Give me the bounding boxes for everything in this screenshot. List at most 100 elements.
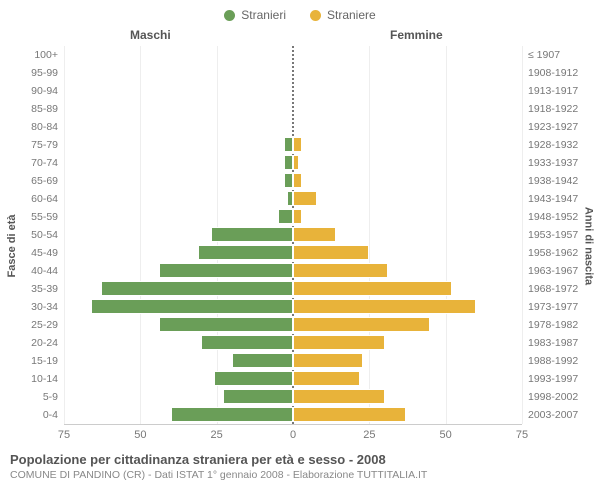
- pyramid-row: 15-191988-1992: [64, 352, 522, 370]
- bar-female: [293, 371, 360, 386]
- birth-label: 1963-1967: [522, 265, 578, 277]
- pyramid-row: 85-891918-1922: [64, 100, 522, 118]
- pyramid-row: 35-391968-1972: [64, 280, 522, 298]
- legend-item-male: Stranieri: [224, 8, 286, 22]
- age-label: 20-24: [31, 337, 64, 349]
- pyramid-row: 100+≤ 1907: [64, 46, 522, 64]
- column-headers: Maschi Femmine: [0, 28, 600, 44]
- age-label: 50-54: [31, 229, 64, 241]
- pyramid-row: 0-42003-2007: [64, 406, 522, 424]
- x-tick: 0: [290, 429, 296, 441]
- legend-label-male: Stranieri: [241, 8, 286, 22]
- age-label: 5-9: [43, 391, 64, 403]
- age-label: 45-49: [31, 247, 64, 259]
- bar-male: [223, 389, 293, 404]
- x-axis: 7550250255075: [64, 424, 522, 446]
- birth-label: 1908-1912: [522, 67, 578, 79]
- age-label: 75-79: [31, 139, 64, 151]
- birth-label: 1928-1932: [522, 139, 578, 151]
- bar-male: [159, 263, 293, 278]
- legend-label-female: Straniere: [327, 8, 376, 22]
- age-label: 65-69: [31, 175, 64, 187]
- birth-label: 1948-1952: [522, 211, 578, 223]
- chart-subtitle: COMUNE DI PANDINO (CR) - Dati ISTAT 1° g…: [10, 469, 590, 481]
- pyramid-row: 95-991908-1912: [64, 64, 522, 82]
- birth-label: 1953-1957: [522, 229, 578, 241]
- age-label: 100+: [34, 49, 64, 61]
- age-label: 15-19: [31, 355, 64, 367]
- header-male: Maschi: [130, 28, 171, 42]
- pyramid-row: 30-341973-1977: [64, 298, 522, 316]
- bar-male: [214, 371, 293, 386]
- legend-swatch-male: [224, 10, 235, 21]
- birth-label: 2003-2007: [522, 409, 578, 421]
- birth-label: 1988-1992: [522, 355, 578, 367]
- birth-label: 1918-1922: [522, 103, 578, 115]
- pyramid-row: 20-241983-1987: [64, 334, 522, 352]
- birth-label: 1973-1977: [522, 301, 578, 313]
- bar-male: [211, 227, 293, 242]
- pyramid-row: 25-291978-1982: [64, 316, 522, 334]
- pyramid-row: 75-791928-1932: [64, 136, 522, 154]
- age-label: 40-44: [31, 265, 64, 277]
- pyramid-row: 55-591948-1952: [64, 208, 522, 226]
- birth-label: ≤ 1907: [522, 49, 560, 61]
- birth-label: 1943-1947: [522, 193, 578, 205]
- header-female: Femmine: [390, 28, 443, 42]
- bar-male: [232, 353, 293, 368]
- footer: Popolazione per cittadinanza straniera p…: [0, 446, 600, 481]
- bar-male: [201, 335, 293, 350]
- bar-male: [198, 245, 293, 260]
- legend-swatch-female: [310, 10, 321, 21]
- axis-title-right: Anni di nascita: [582, 207, 594, 285]
- pyramid-row: 70-741933-1937: [64, 154, 522, 172]
- age-label: 70-74: [31, 157, 64, 169]
- birth-label: 1923-1927: [522, 121, 578, 133]
- bar-female: [293, 155, 299, 170]
- age-label: 90-94: [31, 85, 64, 97]
- bar-male: [159, 317, 293, 332]
- bar-female: [293, 209, 302, 224]
- bar-female: [293, 407, 406, 422]
- pyramid-row: 5-91998-2002: [64, 388, 522, 406]
- birth-label: 1993-1997: [522, 373, 578, 385]
- x-tick: 50: [134, 429, 146, 441]
- pyramid-row: 60-641943-1947: [64, 190, 522, 208]
- pyramid-row: 50-541953-1957: [64, 226, 522, 244]
- age-label: 85-89: [31, 103, 64, 115]
- pyramid-row: 45-491958-1962: [64, 244, 522, 262]
- pyramid-row: 65-691938-1942: [64, 172, 522, 190]
- age-label: 95-99: [31, 67, 64, 79]
- x-tick: 75: [516, 429, 528, 441]
- birth-label: 1958-1962: [522, 247, 578, 259]
- bar-male: [171, 407, 293, 422]
- bar-male: [91, 299, 293, 314]
- bar-female: [293, 353, 363, 368]
- bar-female: [293, 173, 302, 188]
- age-label: 80-84: [31, 121, 64, 133]
- bar-male: [284, 155, 293, 170]
- x-tick: 50: [440, 429, 452, 441]
- birth-label: 1933-1937: [522, 157, 578, 169]
- age-label: 10-14: [31, 373, 64, 385]
- bar-female: [293, 191, 317, 206]
- bar-male: [101, 281, 293, 296]
- bar-female: [293, 245, 369, 260]
- bar-male: [284, 137, 293, 152]
- bar-female: [293, 389, 385, 404]
- birth-label: 1978-1982: [522, 319, 578, 331]
- age-label: 55-59: [31, 211, 64, 223]
- birth-label: 1998-2002: [522, 391, 578, 403]
- bar-female: [293, 227, 336, 242]
- bar-female: [293, 335, 385, 350]
- x-tick: 25: [211, 429, 223, 441]
- x-tick: 75: [58, 429, 70, 441]
- legend-item-female: Straniere: [310, 8, 376, 22]
- birth-label: 1913-1917: [522, 85, 578, 97]
- pyramid-row: 10-141993-1997: [64, 370, 522, 388]
- bar-female: [293, 317, 430, 332]
- legend: Stranieri Straniere: [0, 0, 600, 28]
- pyramid-row: 40-441963-1967: [64, 262, 522, 280]
- bar-female: [293, 299, 476, 314]
- age-label: 60-64: [31, 193, 64, 205]
